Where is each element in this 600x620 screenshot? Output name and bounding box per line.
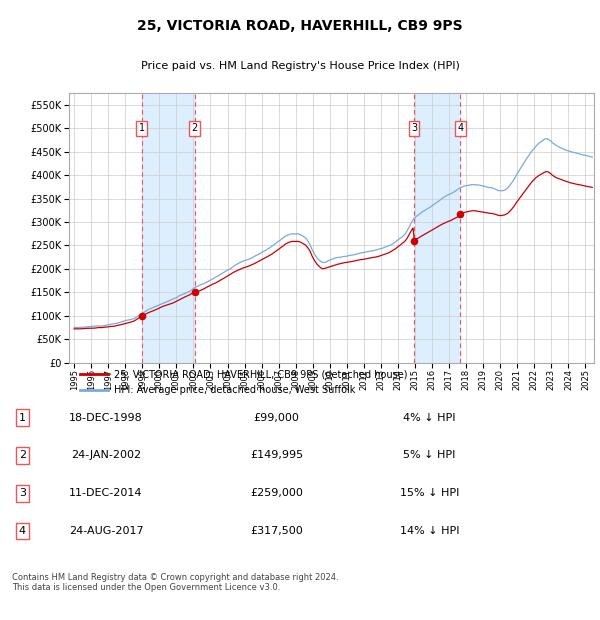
Text: 4: 4 [19,526,26,536]
Bar [142,93,194,363]
Text: HPI: Average price, detached house, West Suffolk: HPI: Average price, detached house, West… [113,385,355,395]
Text: £99,000: £99,000 [254,412,299,422]
Text: 24-AUG-2017: 24-AUG-2017 [68,526,143,536]
Text: 2: 2 [19,450,26,461]
Text: 18-DEC-1998: 18-DEC-1998 [69,412,143,422]
Text: Price paid vs. HM Land Registry's House Price Index (HPI): Price paid vs. HM Land Registry's House … [140,61,460,71]
Text: 1: 1 [19,412,26,422]
Text: 14% ↓ HPI: 14% ↓ HPI [400,526,459,536]
Text: 1: 1 [139,123,145,133]
Text: 25, VICTORIA ROAD, HAVERHILL, CB9 9PS (detached house): 25, VICTORIA ROAD, HAVERHILL, CB9 9PS (d… [113,369,407,379]
Text: Contains HM Land Registry data © Crown copyright and database right 2024.
This d: Contains HM Land Registry data © Crown c… [12,573,338,592]
Text: 2: 2 [191,123,198,133]
Text: 4: 4 [457,123,463,133]
Text: 5% ↓ HPI: 5% ↓ HPI [403,450,455,461]
Text: 3: 3 [19,489,26,498]
Text: £149,995: £149,995 [250,450,303,461]
Text: 15% ↓ HPI: 15% ↓ HPI [400,489,459,498]
Text: £259,000: £259,000 [250,489,303,498]
Text: £317,500: £317,500 [250,526,303,536]
Text: 25, VICTORIA ROAD, HAVERHILL, CB9 9PS: 25, VICTORIA ROAD, HAVERHILL, CB9 9PS [137,19,463,33]
Text: 11-DEC-2014: 11-DEC-2014 [69,489,143,498]
Text: 24-JAN-2002: 24-JAN-2002 [71,450,141,461]
Text: 3: 3 [411,123,417,133]
Text: 4% ↓ HPI: 4% ↓ HPI [403,412,455,422]
Bar [414,93,460,363]
